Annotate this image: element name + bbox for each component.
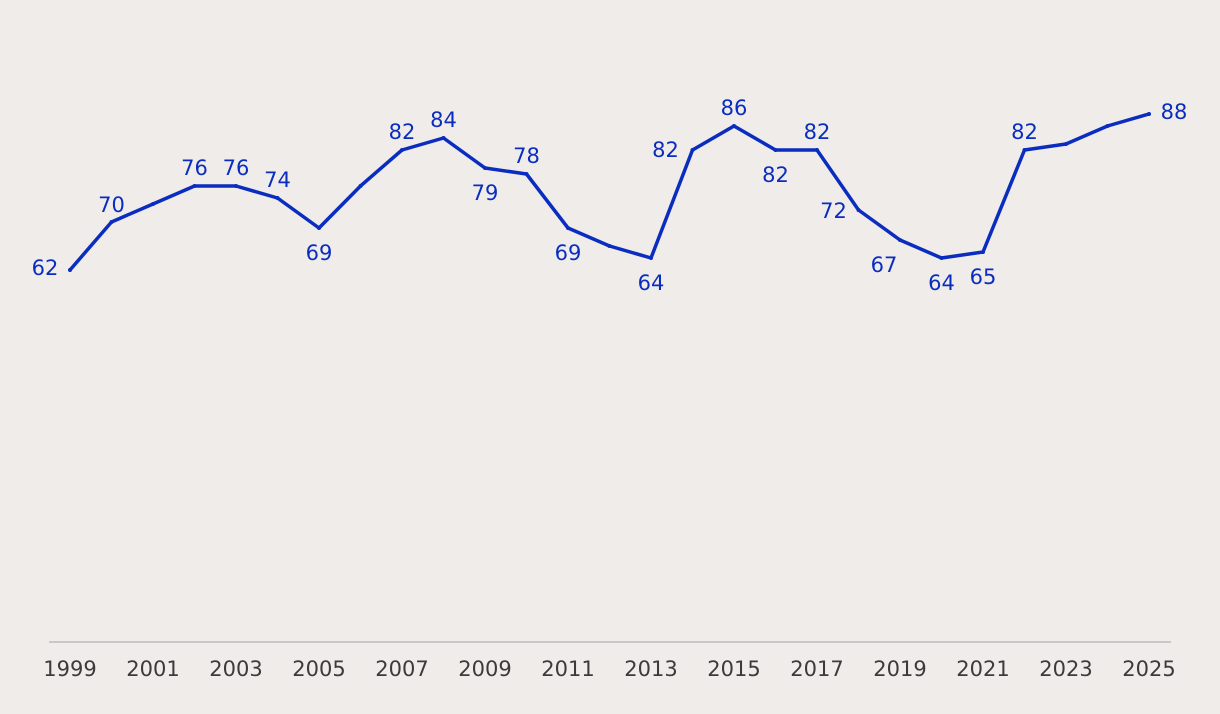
- data-label-2015: 86: [721, 96, 748, 120]
- x-tick-label-2013: 2013: [624, 657, 677, 681]
- data-point-2003: [234, 184, 238, 188]
- data-label-2013: 64: [638, 271, 665, 295]
- x-tick-label-2009: 2009: [458, 657, 511, 681]
- data-label-2009: 79: [472, 181, 499, 205]
- data-label-2008: 84: [430, 108, 457, 132]
- data-point-2000: [109, 220, 114, 224]
- data-label-2017: 82: [804, 120, 831, 144]
- x-tick-label-2019: 2019: [873, 657, 926, 681]
- data-point-2002: [192, 184, 197, 188]
- data-point-2008: [441, 136, 446, 140]
- data-label-2021: 65: [970, 265, 997, 289]
- data-point-1999: [68, 268, 72, 272]
- x-tick-label-2017: 2017: [790, 657, 843, 681]
- data-label-2018: 72: [820, 199, 847, 223]
- data-label-2004: 74: [264, 168, 291, 192]
- x-tick-label-2025: 2025: [1122, 657, 1175, 681]
- data-label-2010: 78: [513, 144, 540, 168]
- data-point-2021: [981, 250, 985, 254]
- data-label-2016: 82: [762, 163, 789, 187]
- data-point-2009: [483, 166, 487, 170]
- data-point-2018: [856, 208, 861, 212]
- data-point-2014: [690, 148, 695, 152]
- x-tick-label-2001: 2001: [126, 657, 179, 681]
- data-label-2025: 88: [1161, 100, 1188, 124]
- data-label-1999: 62: [32, 256, 59, 280]
- data-point-2025: [1147, 112, 1151, 116]
- x-tick-label-2023: 2023: [1039, 657, 1092, 681]
- data-label-2011: 69: [555, 241, 582, 265]
- x-tick-label-1999: 1999: [43, 657, 96, 681]
- data-point-2023: [1064, 142, 1068, 146]
- x-tick-label-2007: 2007: [375, 657, 428, 681]
- data-label-2014: 82: [652, 138, 679, 162]
- data-point-2006: [358, 184, 363, 188]
- data-label-2000: 70: [98, 193, 125, 217]
- data-label-2019: 67: [871, 253, 898, 277]
- data-point-2011: [566, 226, 570, 230]
- data-point-2004: [275, 196, 280, 200]
- data-point-2019: [898, 238, 902, 242]
- data-point-2024: [1105, 124, 1110, 128]
- data-point-2012: [607, 244, 612, 248]
- data-label-2007: 82: [389, 120, 416, 144]
- x-tick-label-2011: 2011: [541, 657, 594, 681]
- data-point-2015: [732, 124, 736, 128]
- data-point-2007: [400, 148, 404, 152]
- data-point-2016: [773, 148, 778, 152]
- x-tick-label-2005: 2005: [292, 657, 345, 681]
- data-point-2020: [939, 256, 944, 260]
- data-point-2005: [317, 226, 321, 230]
- data-label-2003: 76: [223, 156, 250, 180]
- x-tick-label-2003: 2003: [209, 657, 262, 681]
- data-point-2010: [524, 172, 529, 176]
- data-label-2020: 64: [928, 271, 955, 295]
- data-label-2002: 76: [181, 156, 208, 180]
- data-point-2013: [649, 256, 653, 260]
- data-label-2005: 69: [306, 241, 333, 265]
- data-point-2022: [1022, 148, 1027, 152]
- data-point-2017: [815, 148, 819, 152]
- x-tick-label-2021: 2021: [956, 657, 1009, 681]
- data-label-2022: 82: [1011, 120, 1038, 144]
- x-tick-label-2015: 2015: [707, 657, 760, 681]
- data-point-2001: [151, 202, 155, 206]
